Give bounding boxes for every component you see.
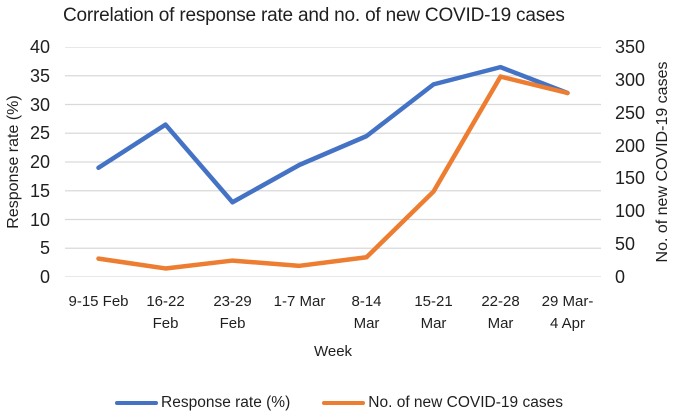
- right-tick-label: 0: [615, 267, 626, 287]
- x-category-label: 23-29 Feb: [213, 293, 252, 332]
- x-category-label: 16-22 Feb: [146, 293, 185, 332]
- series-line-covid-cases: [96, 74, 570, 271]
- right-tick-label: 50: [615, 234, 636, 255]
- left-tick-label: 15: [29, 180, 50, 201]
- legend-label-response-rate: Response rate (%): [161, 394, 291, 411]
- legend-label-covid-cases: No. of new COVID-19 cases: [368, 394, 563, 411]
- right-tick-label: 100: [615, 201, 646, 222]
- left-tick-label: 10: [29, 209, 50, 230]
- left-tick-label: 30: [29, 94, 50, 115]
- chart-title: Correlation of response rate and no. of …: [63, 5, 565, 26]
- x-category-label: 22-28 Mar: [481, 293, 520, 332]
- x-axis-labels: 9-15 Feb 16-22 Feb 23-29 Feb 1-7 Mar 8-14 Mar 15…: [0, 291, 678, 341]
- x-category-label: 1-7 Mar: [273, 293, 326, 310]
- legend-swatch-covid-cases: [322, 400, 366, 406]
- left-tick-label: 35: [29, 65, 50, 86]
- legend: Response rate (%) No. of new COVID-19 ca…: [0, 394, 678, 412]
- right-tick-label: 150: [615, 168, 646, 189]
- right-tick-label: 200: [615, 135, 646, 156]
- left-tick-label: 5: [39, 238, 50, 259]
- x-category-label: 15-21 Mar: [414, 293, 453, 332]
- x-axis-title: Week: [313, 343, 353, 360]
- legend-swatch-response-rate: [115, 400, 159, 406]
- right-tick-label: 250: [615, 102, 646, 123]
- left-tick-label: 20: [29, 152, 50, 172]
- x-category-label: 8-14 Mar: [351, 293, 382, 332]
- legend-item-covid-cases: No. of new COVID-19 cases: [322, 394, 563, 412]
- x-category-label: 29 Mar- 4 Apr: [541, 293, 594, 332]
- right-tick-label: 300: [615, 69, 646, 90]
- plot-area: [65, 47, 601, 277]
- legend-item-response-rate: Response rate (%): [115, 394, 290, 412]
- x-category-label: 9-15 Feb: [68, 293, 129, 310]
- right-axis-ticks: 0 50 100 150 200 250 300 350: [615, 0, 675, 419]
- series-line-response-rate: [96, 64, 570, 205]
- left-axis-ticks: 0 5 10 15 20 25 30 35 40: [0, 0, 50, 419]
- right-tick-label: 350: [615, 37, 646, 57]
- left-tick-label: 0: [39, 267, 50, 287]
- left-tick-label: 25: [29, 123, 50, 144]
- left-tick-label: 40: [29, 37, 50, 57]
